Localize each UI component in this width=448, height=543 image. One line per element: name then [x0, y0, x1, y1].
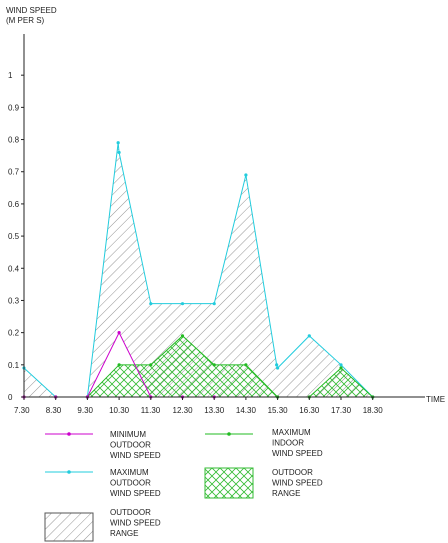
x-tick-label: 9.30	[77, 406, 93, 415]
legend-label: MAXIMUM	[272, 428, 311, 437]
maximum-outdoor-wind-speed-point	[116, 141, 120, 145]
y-tick-label: 0.7	[8, 168, 20, 177]
maximum-outdoor-wind-speed-point	[117, 150, 121, 155]
legend-label: MINIMUM	[110, 430, 146, 439]
legend-label: OUTDOOR	[272, 468, 313, 477]
maximum-outdoor-wind-speed-point	[307, 334, 311, 338]
y-tick-label: 0.1	[8, 361, 20, 370]
maximum-indoor-wind-speed-point	[244, 363, 248, 367]
x-tick-label: 16.30	[299, 406, 320, 415]
legend-label: WIND SPEED	[110, 519, 161, 528]
x-tick-label: 17.30	[331, 406, 352, 415]
maximum-outdoor-wind-speed-point	[276, 366, 280, 370]
x-axis-title: TIME	[426, 395, 445, 404]
y-tick-label: 0.5	[8, 232, 20, 241]
y-tick-label: 0.9	[8, 103, 20, 112]
maximum-indoor-wind-speed-point	[149, 363, 153, 367]
x-tick-label: 7.30	[14, 406, 30, 415]
x-tick-label: 11.30	[141, 406, 161, 415]
y-axis-title-line-2: (M PER S)	[6, 16, 45, 25]
legend-label: WIND SPEED	[110, 451, 161, 460]
maximum-outdoor-wind-speed-point	[275, 363, 279, 367]
x-ticks: 7.30 8.30 9.30 10.30 11.30 12.30 13.30 14.30 15.…	[14, 397, 383, 415]
maximum-outdoor-wind-speed-point	[180, 302, 185, 306]
y-tick-label: 1	[8, 71, 13, 80]
y-tick-label: 0.2	[8, 329, 20, 338]
x-tick-label: 10.30	[109, 406, 130, 415]
legend-label: OUTDOOR	[110, 479, 151, 488]
legend-swatch-marker	[227, 432, 231, 436]
legend-label: MAXIMUM	[110, 468, 149, 477]
y-ticks: 0 0.1 0.2 0.3 0.4 0.5 0.6 0.7 0.8 0.9 1	[8, 71, 24, 402]
x-tick-label: 13.30	[204, 406, 225, 415]
x-tick-label: 8.30	[46, 406, 62, 415]
maximum-indoor-wind-speed-point	[180, 334, 185, 338]
legend-label: RANGE	[272, 489, 300, 498]
legend-swatch-green-hatch	[204, 467, 254, 499]
legend-label: RANGE	[110, 529, 138, 538]
legend-label: WIND SPEED	[272, 479, 323, 488]
legend-label: INDOOR	[272, 439, 304, 448]
indoor-range-area	[55, 335, 373, 397]
x-tick-label: 14.30	[236, 406, 257, 415]
maximum-outdoor-wind-speed-point	[244, 173, 248, 177]
outdoor-range-area	[24, 142, 373, 397]
legend-swatch-marker	[67, 470, 71, 474]
maximum-outdoor-wind-speed-point	[149, 302, 153, 306]
legend-label: OUTDOOR	[110, 441, 151, 450]
y-tick-label: 0.3	[8, 296, 20, 305]
legend-swatch-marker	[67, 432, 71, 436]
maximum-indoor-wind-speed-point	[117, 363, 121, 367]
legend-label: OUTDOOR	[110, 508, 151, 517]
legend-label: WIND SPEED	[272, 449, 323, 458]
y-tick-label: 0	[8, 393, 13, 402]
legend-label: WIND SPEED	[110, 489, 161, 498]
maximum-outdoor-wind-speed-point	[212, 302, 216, 306]
maximum-outdoor-wind-speed-point	[339, 363, 343, 367]
legend-swatch-grey-hatch	[44, 512, 94, 542]
y-tick-label: 0.6	[8, 200, 20, 209]
minimum-outdoor-wind-speed-point	[117, 331, 121, 335]
range-areas	[24, 142, 373, 397]
maximum-indoor-wind-speed-point	[212, 363, 216, 367]
maximum-indoor-wind-speed-point	[339, 366, 343, 370]
x-tick-label: 18.30	[363, 406, 384, 415]
y-tick-label: 0.4	[8, 264, 20, 273]
maximum-outdoor-wind-speed-line	[23, 142, 374, 398]
x-tick-label: 12.30	[173, 406, 194, 415]
y-tick-label: 0.8	[8, 136, 20, 145]
y-axis-title-line-1: WIND SPEED	[6, 6, 57, 15]
x-tick-label: 15.30	[268, 406, 289, 415]
